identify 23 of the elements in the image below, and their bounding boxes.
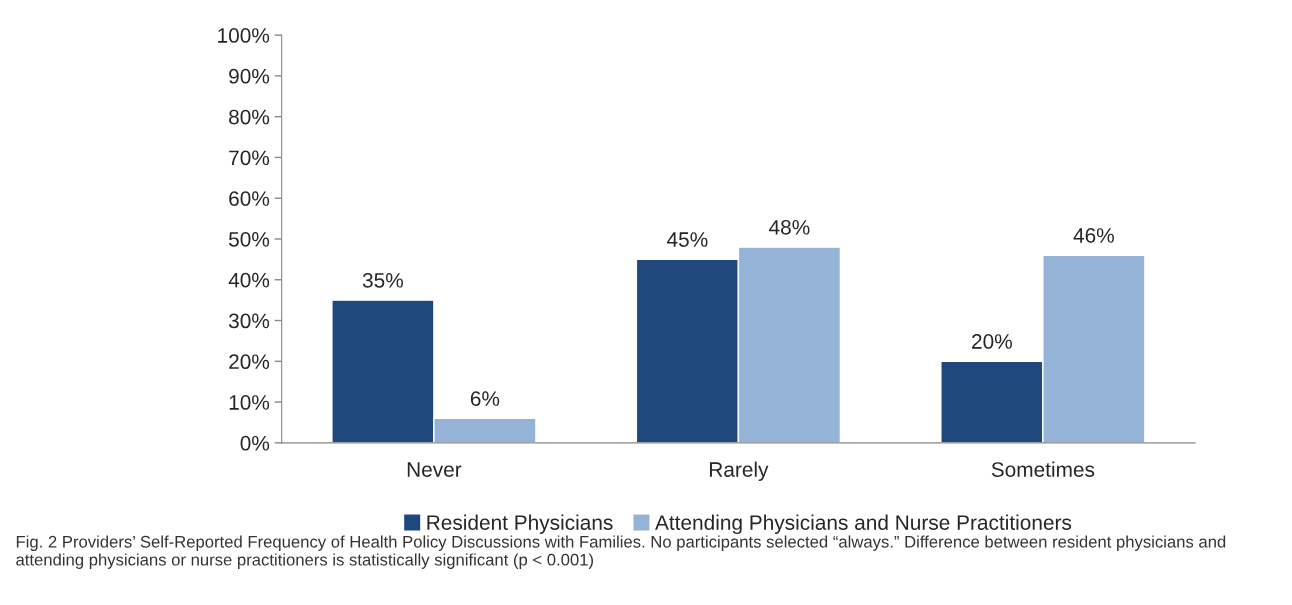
legend-label: Resident Physicians [427, 514, 613, 535]
y-tick-label: 20% [229, 354, 270, 370]
y-tick-label: 30% [228, 313, 270, 329]
y-tick-label: 0% [240, 435, 270, 451]
caption: Fig. 2 Providers’ Self-Reported Frequency of Health Policy Discussions with Families. No participants selected “always.” Difference between resident physicians and attending physicians or nurse practitioners is statistically significant (p < 0.001) [16, 535, 1226, 569]
x-tick-label: Never [407, 462, 462, 477]
y-tick-label: 100% [218, 28, 270, 43]
data-label: 20% [972, 334, 1012, 349]
data-label: 35% [362, 272, 403, 288]
y-tick-label: 50% [228, 231, 270, 247]
y-tick-label: 40% [228, 272, 270, 288]
data-label: 45% [667, 232, 708, 247]
y-tick-label: 10% [229, 395, 270, 410]
data-label: 48% [769, 219, 810, 235]
legend-label: Attending Physicians and Nurse Practitioners [655, 514, 1072, 535]
y-tick-label: 80% [229, 109, 270, 125]
y-tick-label: 90% [229, 68, 270, 84]
x-tick-label: Rarely [709, 461, 769, 482]
x-tick-label: Sometimes [991, 461, 1095, 477]
y-tick-label: 60% [229, 191, 270, 206]
y-tick-label: 70% [229, 150, 270, 166]
data-label: 46% [1073, 228, 1114, 243]
data-label: 6% [470, 391, 500, 406]
